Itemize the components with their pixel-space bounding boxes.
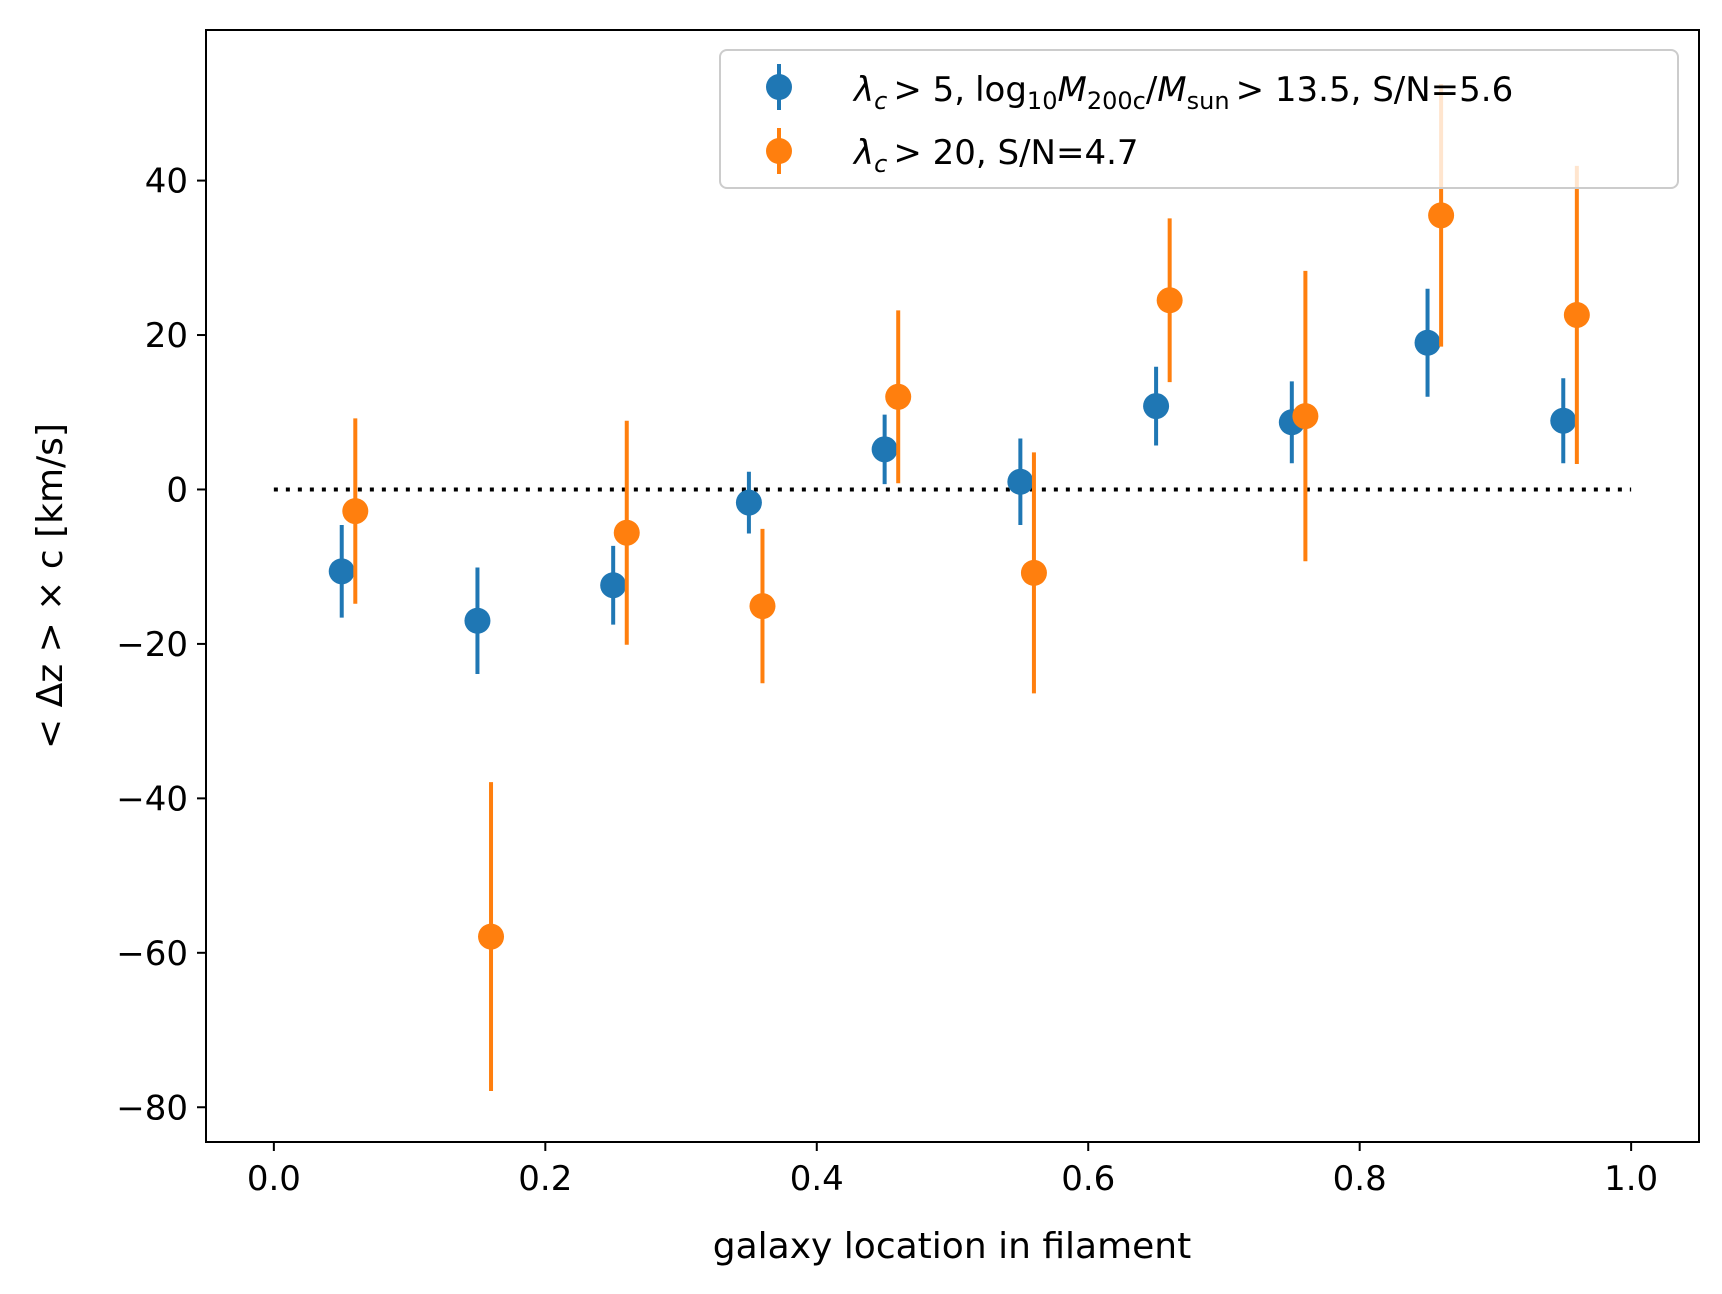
data-point xyxy=(1156,287,1183,314)
y-axis-ticks: −80 −60 −40 −20 0 20 40 xyxy=(116,162,206,1128)
legend-marker-blue xyxy=(766,74,792,100)
legend-entry-orange: λc > 20, S/N=4.7 xyxy=(766,128,1139,178)
x-tick-label: 0.6 xyxy=(1061,1159,1115,1199)
data-point xyxy=(1020,559,1047,586)
x-tick-label: 0.0 xyxy=(247,1159,301,1199)
data-point xyxy=(464,607,491,634)
data-point xyxy=(1414,329,1441,356)
data-point xyxy=(342,498,369,525)
data-point xyxy=(613,519,640,546)
x-tick-label: 0.2 xyxy=(518,1159,572,1199)
series-1 xyxy=(342,84,1590,1092)
data-point xyxy=(328,558,355,585)
y-tick-label: −40 xyxy=(116,779,188,819)
legend-entry-blue: λc > 5, log10M200c/Msun > 13.5, S/N=5.6 xyxy=(766,64,1513,115)
legend-box xyxy=(719,49,1679,189)
y-tick-label: 20 xyxy=(145,316,188,356)
data-point xyxy=(1292,403,1319,430)
legend-marker-orange xyxy=(766,138,792,164)
y-axis-label: < Δz > × c [km/s] xyxy=(30,423,71,749)
y-tick-label: 40 xyxy=(145,162,188,202)
data-point xyxy=(478,923,505,950)
x-tick-label: 0.4 xyxy=(790,1159,844,1199)
plot-area xyxy=(206,30,1699,1142)
y-tick-label: −60 xyxy=(116,934,188,974)
y-tick-label: 0 xyxy=(166,470,188,510)
x-tick-label: 0.8 xyxy=(1333,1159,1387,1199)
series-layer xyxy=(328,84,1590,1092)
data-point xyxy=(600,572,627,599)
legend-label-orange: λc > 20, S/N=4.7 xyxy=(852,133,1139,178)
y-tick-label: −20 xyxy=(116,625,188,665)
x-axis-label: galaxy location in filament xyxy=(713,1226,1191,1267)
axes-frame xyxy=(205,29,1700,1143)
data-point xyxy=(735,489,762,516)
data-point xyxy=(1007,468,1034,495)
data-point xyxy=(1563,301,1590,328)
series-0 xyxy=(328,288,1577,675)
data-point xyxy=(871,436,898,463)
y-tick-label: −80 xyxy=(116,1088,188,1128)
x-tick-label: 1.0 xyxy=(1604,1159,1658,1199)
legend: λc > 5, log10M200c/Msun > 13.5, S/N=5.6 λc >… xyxy=(719,49,1679,189)
data-point xyxy=(1143,393,1170,420)
legend-label-blue: λc > 5, log10M200c/Msun > 13.5, S/N=5.6 xyxy=(852,70,1513,115)
data-point xyxy=(749,593,776,620)
data-point xyxy=(885,383,912,410)
x-axis-ticks: 0.0 0.2 0.4 0.6 0.8 1.0 xyxy=(247,1142,1658,1199)
data-point xyxy=(1550,407,1577,434)
data-point xyxy=(1428,202,1455,229)
